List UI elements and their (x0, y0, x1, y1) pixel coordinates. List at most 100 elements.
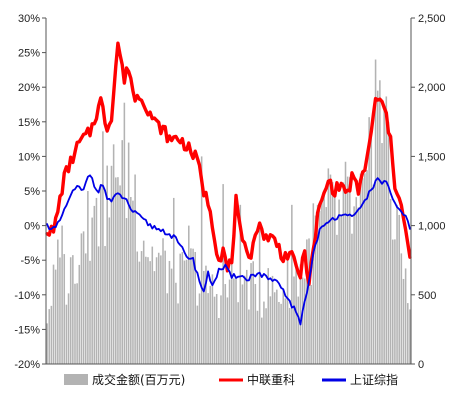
y-axis-right-ticks: 0 500 1,000 1,500 2,000 2,500 (411, 13, 446, 371)
turnover-bar (327, 168, 330, 364)
turnover-bar (334, 191, 336, 364)
turnover-bar (104, 246, 106, 364)
turnover-bar (361, 178, 364, 364)
turnover-bar (226, 297, 229, 364)
turnover-bar (102, 131, 104, 364)
turnover-bar (250, 263, 252, 364)
left-tick-label: 30% (18, 13, 40, 25)
turnover-bar (235, 276, 237, 364)
turnover-bar (239, 204, 242, 364)
turnover-bar (256, 310, 259, 364)
turnover-bar (273, 292, 276, 364)
legend-label: 上证综指 (350, 372, 398, 387)
turnover-bar (117, 177, 119, 364)
turnover-bar (155, 257, 158, 364)
left-tick-label: 20% (18, 82, 40, 94)
turnover-bar (211, 274, 214, 364)
turnover-bar (254, 283, 257, 364)
turnover-bar (106, 165, 108, 364)
turnover-bar (316, 204, 319, 364)
turnover-bar (381, 143, 383, 364)
series-lines (45, 41, 412, 326)
right-tick-label: 0 (418, 359, 424, 371)
turnover-bar (194, 251, 196, 364)
turnover-bar (52, 264, 55, 364)
legend-label: 成交金额(百万元) (92, 372, 185, 387)
turnover-bar (267, 268, 269, 364)
turnover-bar (164, 250, 166, 364)
turnover-bar (370, 134, 373, 364)
turnover-bar (310, 285, 312, 364)
turnover-bar (409, 309, 411, 364)
turnover-bar (342, 182, 345, 364)
turnover-bar (301, 277, 304, 364)
turnover-bar (65, 304, 68, 364)
turnover-bar (404, 268, 407, 364)
turnover-bar (308, 238, 310, 364)
turnover-bar (359, 173, 362, 364)
left-tick-label: -15% (14, 324, 40, 336)
turnover-bar (205, 265, 207, 364)
turnover-bar (78, 264, 81, 364)
turnover-bar (170, 268, 173, 364)
turnover-bar (149, 261, 151, 364)
turnover-bar (119, 185, 121, 364)
turnover-bar (112, 144, 115, 364)
turnover-bar (188, 225, 190, 364)
turnover-bar (151, 246, 154, 364)
turnover-bar (153, 271, 156, 364)
legend-item: 成交金额(百万元) (64, 372, 185, 387)
turnover-bar (394, 239, 396, 364)
turnover-bar (387, 121, 390, 364)
turnover-bar (160, 255, 162, 364)
turnover-bar (192, 248, 194, 364)
left-tick-label: 0% (24, 221, 40, 233)
turnover-bar (245, 269, 248, 364)
turnover-bar (396, 204, 398, 364)
turnover-bar (168, 260, 171, 364)
turnover-bar (385, 96, 388, 365)
turnover-bar (346, 176, 349, 364)
turnover-bar (147, 257, 149, 364)
turnover-bar (353, 206, 355, 364)
turnover-bar (263, 301, 265, 364)
turnover-bar (222, 184, 224, 364)
turnover-bar (54, 269, 57, 364)
turnover-bar (172, 197, 175, 364)
turnover-bar (89, 260, 91, 364)
turnover-bar (230, 256, 233, 364)
right-tick-label: 2,500 (418, 13, 446, 25)
turnover-bar (340, 215, 342, 364)
turnover-bar (237, 302, 239, 364)
left-tick-label: 10% (18, 151, 40, 163)
turnover-bar (123, 102, 126, 364)
turnover-bar (400, 253, 403, 364)
turnover-bar (110, 165, 113, 364)
turnover-bar (99, 184, 102, 364)
turnover-bar (284, 298, 287, 364)
turnover-bar (374, 59, 377, 365)
turnover-bar (344, 161, 347, 364)
left-tick-label: 5% (24, 186, 40, 198)
turnover-bar (57, 239, 59, 364)
turnover-bar (115, 177, 117, 364)
turnover-bar (213, 296, 216, 364)
turnover-bar (183, 260, 186, 364)
turnover-bar (190, 248, 192, 364)
turnover-bar (166, 293, 169, 364)
turnover-bar (67, 293, 70, 364)
left-tick-label: 25% (18, 48, 40, 60)
legend-item: 中联重科 (219, 372, 295, 387)
turnover-bar (177, 303, 179, 364)
zhonglian-line (45, 41, 412, 286)
turnover-bar (93, 205, 96, 364)
right-tick-label: 500 (418, 290, 436, 302)
turnover-bar (278, 301, 280, 364)
turnover-bar (46, 323, 48, 364)
left-tick-label: 15% (18, 117, 40, 129)
turnover-bar (80, 233, 83, 364)
turnover-bar (303, 278, 306, 364)
turnover-bar (136, 251, 139, 364)
turnover-bar (157, 252, 160, 364)
